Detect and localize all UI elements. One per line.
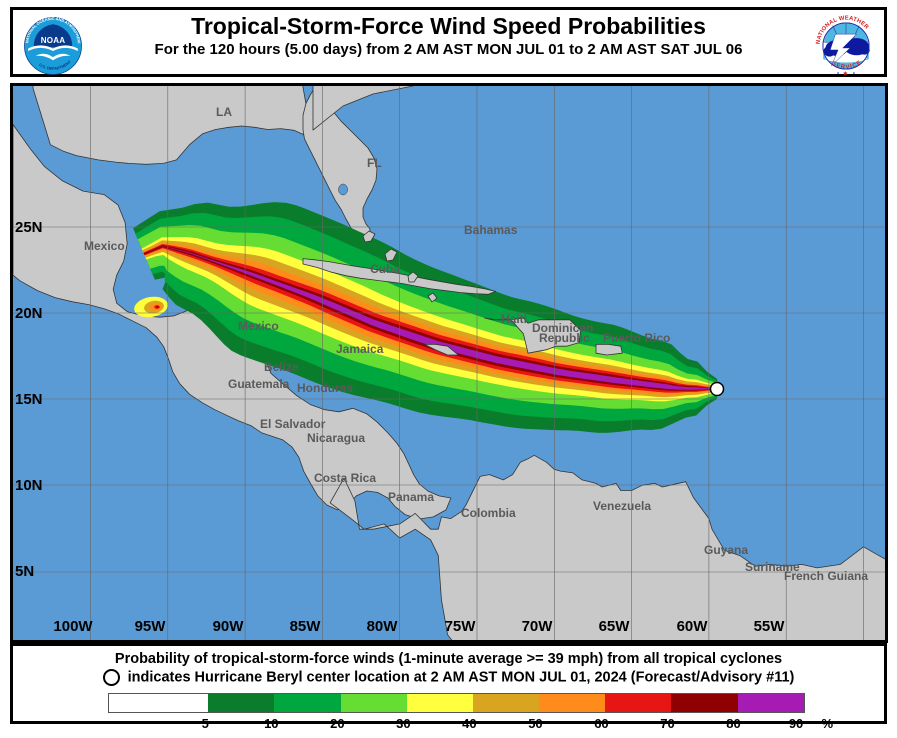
svg-text:80W: 80W [367,618,399,635]
svg-text:Venezuela: Venezuela [593,499,651,513]
svg-text:LA: LA [216,105,232,119]
svg-text:10N: 10N [15,477,43,494]
svg-text:Cuba: Cuba [370,262,400,276]
svg-text:Mexico: Mexico [238,319,279,333]
svg-text:Belize: Belize [264,360,299,374]
svg-text:Haiti: Haiti [501,312,527,326]
svg-text:90W: 90W [213,618,245,635]
svg-text:Honduras: Honduras [297,381,353,395]
svg-text:NOAA: NOAA [41,36,65,45]
svg-text:65W: 65W [599,618,631,635]
svg-text:60W: 60W [677,618,709,635]
svg-text:Mexico: Mexico [84,239,125,253]
svg-text:75W: 75W [445,618,477,635]
svg-text:70W: 70W [522,618,554,635]
svg-text:95W: 95W [135,618,167,635]
svg-text:FL: FL [367,156,382,170]
svg-text:Guyana: Guyana [704,543,748,557]
svg-text:85W: 85W [290,618,322,635]
svg-text:French Guiana: French Guiana [784,569,868,583]
svg-text:15N: 15N [15,391,43,408]
svg-text:Puerto Rico: Puerto Rico [603,331,670,345]
svg-text:Bahamas: Bahamas [464,223,518,237]
svg-text:Republic: Republic [539,331,590,345]
svg-text:20N: 20N [15,305,43,322]
svg-text:5N: 5N [15,563,34,580]
svg-text:Panama: Panama [388,490,434,504]
svg-text:55W: 55W [754,618,786,635]
svg-text:Nicaragua: Nicaragua [307,431,365,445]
svg-text:100W: 100W [53,618,93,635]
svg-text:Guatemala: Guatemala [228,377,290,391]
svg-text:Jamaica: Jamaica [336,342,384,356]
svg-text:25N: 25N [15,219,43,236]
svg-text:Colombia: Colombia [461,506,516,520]
svg-text:El Salvador: El Salvador [260,417,326,431]
svg-text:Costa Rica: Costa Rica [314,471,376,485]
